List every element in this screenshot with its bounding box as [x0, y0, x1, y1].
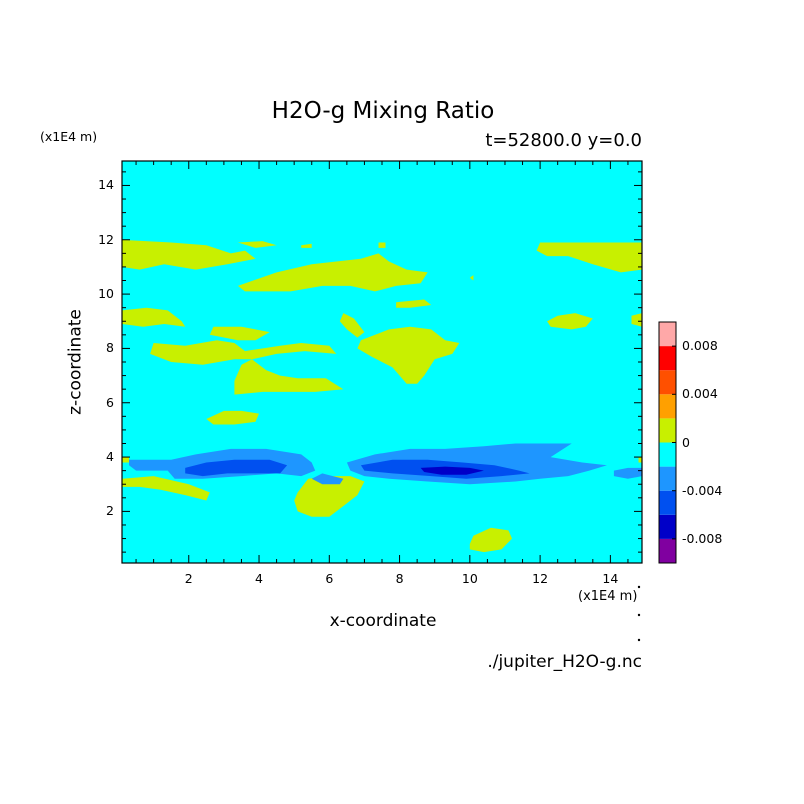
contour-region-17 [122, 476, 210, 501]
y-tick-label: 14 [98, 177, 114, 193]
x-axis-unit: (x1E4 m) [578, 589, 638, 604]
colorbar-swatch [659, 322, 676, 347]
colorbar-tick-label: -0.004 [682, 482, 723, 498]
contour-region-2 [301, 243, 312, 248]
y-tick-label: 4 [106, 448, 114, 464]
colorbar-tick-label: 0.004 [682, 386, 718, 402]
contour-region-0 [122, 239, 256, 270]
contour-region-3 [378, 242, 386, 248]
chart-subtitle: t=52800.0 y=0.0 [485, 130, 642, 151]
contour-region-12 [209, 326, 270, 341]
y-tick-label: 10 [98, 285, 114, 301]
contour-region-25 [613, 467, 642, 479]
colorbar-swatch [659, 490, 676, 515]
contour-region-11 [150, 340, 337, 365]
corner-markers [637, 585, 641, 642]
z-axis-label: z-coordinate [65, 309, 86, 415]
colorbar-swatch [659, 418, 676, 443]
colorbar-swatch [659, 346, 676, 371]
contour-region-21 [638, 457, 642, 463]
colorbar-tick-label: 0.008 [682, 337, 718, 353]
contour-region-5 [396, 299, 432, 308]
colorbar-swatch [659, 538, 676, 563]
contour-region-6 [536, 242, 642, 273]
colorbar-tick-label: 0 [682, 434, 690, 450]
colorbar-swatch [659, 442, 676, 467]
x-axis-label: x-coordinate [329, 611, 437, 631]
contour-region-7 [469, 275, 474, 281]
x-tick-label: 6 [325, 571, 334, 586]
contour-region-19 [469, 527, 512, 553]
contour-region-23 [311, 473, 344, 485]
colorbar-swatch [659, 514, 676, 539]
x-tick-label: 14 [602, 571, 619, 586]
contour-region-4 [237, 253, 428, 292]
colorbar-swatch [659, 370, 676, 395]
x-tick-label: 2 [184, 571, 193, 586]
y-tick-label: 6 [106, 394, 114, 410]
chart-title: H2O-g Mixing Ratio [271, 98, 495, 124]
contour-region-20 [122, 457, 129, 463]
contour-region-18 [294, 476, 365, 517]
source-file-label: ./jupiter_H2O-g.nc [487, 652, 642, 672]
colorbar-tick-label: -0.008 [682, 530, 723, 546]
contour-region-8 [122, 307, 186, 327]
y-tick-label: 12 [98, 231, 114, 247]
y-tick-label: 2 [106, 503, 114, 519]
contour-region-15 [234, 359, 344, 395]
contour-field [122, 161, 642, 563]
contour-region-9 [547, 313, 593, 330]
corner-marker [637, 613, 641, 617]
contour-region-14 [357, 326, 460, 384]
corner-marker [637, 585, 641, 589]
contour-region-28 [420, 466, 484, 475]
contour-region-1 [237, 241, 277, 248]
colorbar-swatch [659, 466, 676, 491]
contour-region-16 [206, 410, 259, 425]
contour-region-10 [631, 313, 642, 327]
x-tick-label: 10 [461, 571, 478, 586]
colorbar-swatch [659, 394, 676, 419]
contour-region-26 [185, 459, 288, 477]
x-tick-label: 12 [532, 571, 549, 586]
z-axis-unit: (x1E4 m) [40, 129, 98, 144]
x-tick-label: 4 [255, 571, 263, 586]
corner-marker [637, 638, 641, 642]
y-tick-label: 8 [106, 340, 114, 356]
colorbar [658, 321, 677, 564]
contour-region-13 [339, 313, 365, 338]
x-tick-label: 8 [395, 571, 404, 586]
axis-ticks [122, 161, 642, 563]
